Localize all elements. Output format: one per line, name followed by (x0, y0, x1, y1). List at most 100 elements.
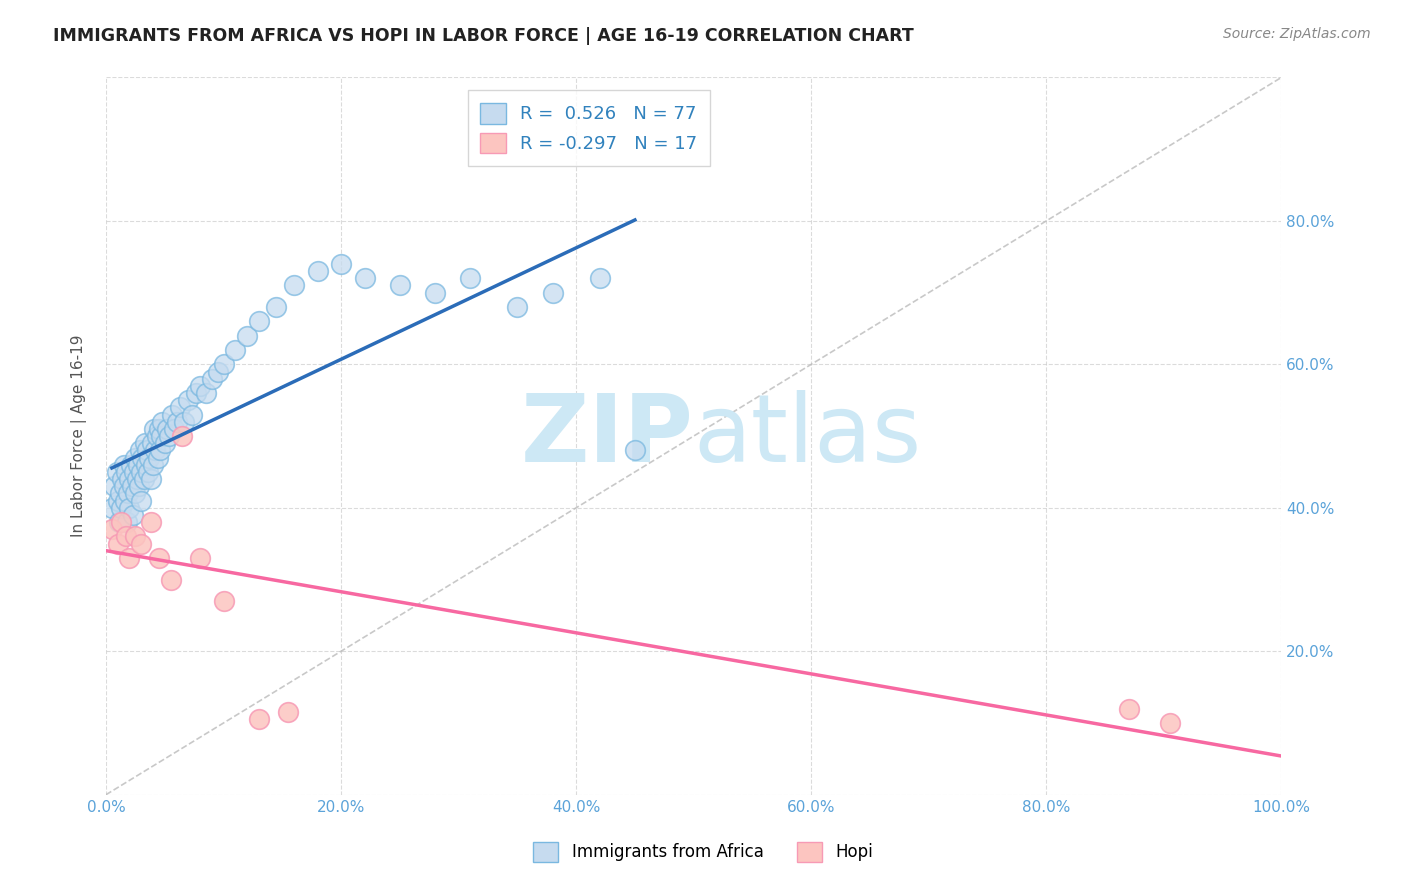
Point (135, 458, 157, 472)
Point (111, 472, 134, 486)
Point (120, 458, 142, 472)
Point (143, 422, 166, 436)
Point (247, 314, 270, 328)
Point (122, 508, 145, 522)
Point (169, 401, 191, 415)
Point (1159, 716, 1181, 731)
Point (110, 515, 132, 529)
Point (121, 479, 143, 493)
Point (117, 486, 139, 500)
Point (1118, 701, 1140, 715)
Point (139, 515, 162, 529)
Point (125, 472, 148, 486)
Text: Source: ZipAtlas.com: Source: ZipAtlas.com (1223, 27, 1371, 41)
Point (159, 429, 181, 443)
Point (589, 271, 612, 285)
Point (129, 443, 152, 458)
Point (115, 529, 138, 543)
Point (115, 515, 138, 529)
Point (186, 386, 208, 401)
Point (105, 465, 128, 479)
Point (118, 500, 141, 515)
Point (118, 551, 141, 566)
Point (506, 300, 529, 314)
Point (283, 278, 305, 293)
Point (224, 343, 246, 357)
Point (114, 493, 136, 508)
Point (134, 436, 156, 450)
Point (149, 443, 172, 458)
Point (188, 551, 211, 566)
Point (143, 443, 166, 458)
Point (112, 458, 135, 472)
Point (173, 415, 195, 429)
Y-axis label: In Labor Force | Age 16-19: In Labor Force | Age 16-19 (72, 334, 87, 537)
Legend: Immigrants from Africa, Hopi: Immigrants from Africa, Hopi (524, 833, 882, 871)
Point (153, 436, 176, 450)
Point (236, 328, 259, 343)
Point (201, 372, 224, 386)
Point (166, 415, 188, 429)
Point (160, 408, 183, 422)
Point (124, 529, 146, 543)
Point (124, 486, 146, 500)
Point (247, 712, 270, 726)
Text: IMMIGRANTS FROM AFRICA VS HOPI IN LABOR FORCE | AGE 16-19 CORRELATION CHART: IMMIGRANTS FROM AFRICA VS HOPI IN LABOR … (53, 27, 914, 45)
Point (146, 450, 169, 465)
Point (107, 536, 129, 550)
Point (127, 458, 149, 472)
Point (156, 422, 179, 436)
Point (266, 300, 288, 314)
Point (136, 465, 159, 479)
Point (423, 285, 446, 300)
Point (112, 479, 135, 493)
Point (108, 486, 131, 500)
Point (142, 458, 165, 472)
Point (101, 500, 124, 515)
Point (148, 422, 170, 436)
Point (159, 573, 181, 587)
Point (139, 472, 162, 486)
Point (110, 500, 132, 515)
Point (103, 479, 125, 493)
Point (136, 443, 159, 458)
Point (152, 415, 174, 429)
Point (129, 493, 152, 508)
Point (388, 278, 411, 293)
Point (177, 393, 200, 408)
Point (145, 429, 167, 443)
Point (460, 271, 482, 285)
Point (124, 450, 146, 465)
Point (132, 472, 155, 486)
Text: atlas: atlas (693, 390, 922, 482)
Point (122, 465, 145, 479)
Point (163, 422, 186, 436)
Point (138, 450, 160, 465)
Legend: R =  0.526   N = 77, R = -0.297   N = 17: R = 0.526 N = 77, R = -0.297 N = 17 (468, 90, 710, 166)
Point (207, 364, 229, 378)
Point (131, 450, 153, 465)
Point (277, 705, 299, 719)
Point (188, 379, 211, 393)
Point (172, 429, 194, 443)
Point (624, 443, 647, 458)
Point (212, 357, 235, 371)
Point (194, 386, 217, 401)
Point (307, 264, 329, 278)
Point (541, 285, 564, 300)
Text: ZIP: ZIP (520, 390, 693, 482)
Point (118, 472, 141, 486)
Point (129, 465, 152, 479)
Point (330, 257, 353, 271)
Point (129, 536, 152, 550)
Point (150, 429, 173, 443)
Point (148, 551, 170, 566)
Point (212, 594, 235, 608)
Point (180, 408, 202, 422)
Point (108, 515, 131, 529)
Point (353, 271, 375, 285)
Point (115, 465, 138, 479)
Point (101, 522, 124, 536)
Point (107, 493, 129, 508)
Point (128, 479, 150, 493)
